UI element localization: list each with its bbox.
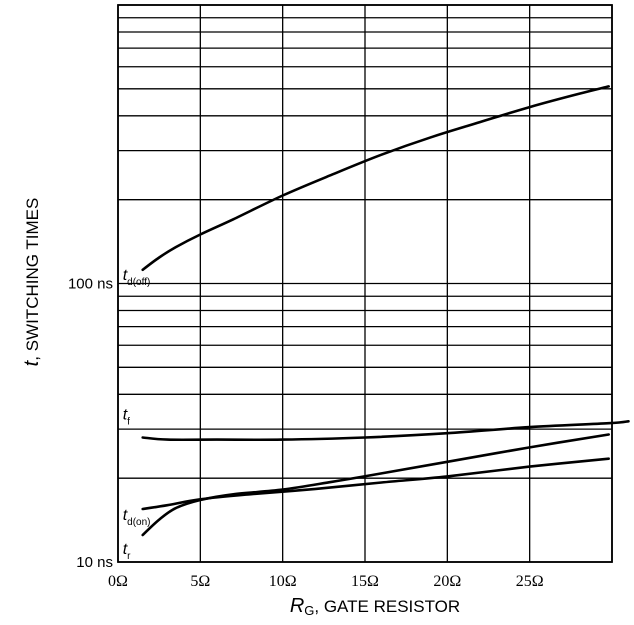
x-tick-labels: 0Ω 5Ω 10Ω 15Ω 20Ω 25Ω [108, 573, 544, 590]
curve-label-t-r: tr [123, 541, 131, 562]
x-axis-title: RG, GATE RESISTOR [290, 595, 460, 618]
y-axis-title: t, SWITCHING TIMES [21, 198, 43, 367]
plot-border [117, 4, 613, 563]
curve-labels: td(off) tf td(on) tr [123, 267, 151, 562]
x-tick-label: 15Ω [351, 573, 379, 590]
series-line-t-f [141, 420, 630, 442]
series-line-t-d-off [141, 85, 610, 272]
curve-label-t-d-on: td(on) [123, 507, 151, 528]
x-tick-label: 0Ω [108, 573, 128, 590]
curve-label-t-f: tf [123, 406, 130, 427]
x-tick-label: 20Ω [433, 573, 461, 590]
x-tick-label: 10Ω [269, 573, 297, 590]
series-line-t-r [141, 433, 610, 537]
x-tick-label: 5Ω [190, 573, 210, 590]
x-tick-label: 25Ω [516, 573, 544, 590]
grid [117, 4, 613, 563]
curve-label-t-d-off: td(off) [123, 267, 151, 288]
series-line-t-d-on [141, 457, 610, 511]
y-tick-labels: 10 ns 100 ns [68, 276, 113, 572]
y-tick-label: 100 ns [68, 276, 113, 293]
y-tick-label: 10 ns [76, 554, 113, 571]
series-layer [141, 85, 630, 537]
